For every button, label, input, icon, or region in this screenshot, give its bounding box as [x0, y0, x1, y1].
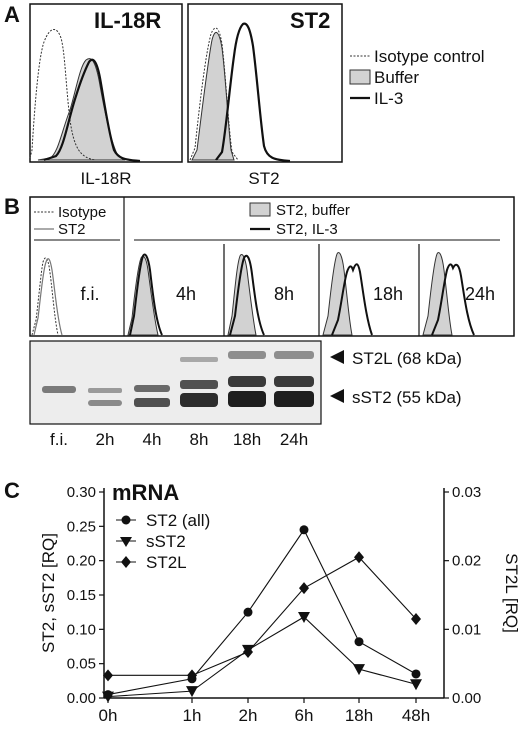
legend-c-st2all-label: ST2 (all) [146, 511, 210, 530]
st2-xlabel: ST2 [248, 169, 279, 188]
y-left-tick-label: 0.20 [67, 553, 96, 570]
lane-label-fi: f.i. [50, 430, 68, 449]
western-blot [29, 340, 322, 425]
y-left-axis-label: ST2, sST2 [RQ] [39, 533, 58, 653]
y-right-tick-label: 0.03 [452, 484, 481, 501]
hist-label-fi: f.i. [80, 284, 99, 304]
legend-il3-label: IL-3 [374, 89, 403, 108]
series-line-st2-all [107, 528, 417, 696]
hist-label-18h: 18h [373, 284, 403, 304]
lane-label-8h: 8h [190, 430, 209, 449]
il18r-title: IL-18R [94, 8, 161, 33]
data-point-st2l [411, 613, 421, 626]
y-left-tick-label: 0.05 [67, 656, 96, 673]
panel-a-letter: A [4, 2, 20, 27]
data-point-st2l [187, 669, 197, 682]
data-point-st2-all [299, 525, 309, 535]
il18r-buffer-fill [37, 58, 126, 161]
data-point-sst2 [353, 664, 365, 676]
panel-c-letter: C [4, 478, 20, 503]
legend-isotype-label: Isotype control [374, 47, 485, 66]
band-st2l-arrow [330, 350, 344, 364]
chart-title: mRNA [112, 480, 179, 505]
hist-18h-buffer [322, 252, 353, 336]
y-left-tick-label: 0.25 [67, 518, 96, 535]
legend-b-isotype-label: Isotype [58, 204, 106, 221]
data-point-st2l [354, 551, 364, 564]
data-point-st2l [299, 582, 309, 595]
data-point-sst2 [298, 611, 310, 623]
hist-label-24h: 24h [465, 284, 495, 304]
data-point-st2l [243, 645, 253, 658]
legend-c-st2l-label: ST2L [146, 553, 187, 572]
legend-c-sst2-marker [120, 537, 132, 547]
legend-b-st2-label: ST2 [58, 221, 86, 238]
y-left-tick-label: 0.10 [67, 621, 96, 638]
band-sst2-label: sST2 (55 kDa) [352, 388, 462, 407]
st2-title: ST2 [290, 8, 330, 33]
x-tick-label: 18h [345, 706, 373, 725]
hist-fi-st2 [33, 258, 63, 336]
st2-il3-curve [215, 22, 291, 163]
legend-b-il3-label: ST2, IL-3 [276, 221, 338, 238]
data-point-st2-all [411, 669, 421, 679]
histogram-st2-frame [187, 3, 343, 163]
hist-label-4h: 4h [176, 284, 196, 304]
series-line-st2l [108, 556, 417, 676]
il18r-isotype-curve [29, 29, 97, 161]
hist-8h-il3 [229, 254, 265, 336]
lane-label-24h: 24h [280, 430, 308, 449]
data-point-sst2 [102, 691, 114, 703]
band-st2l-label: ST2L (68 kDa) [352, 349, 462, 368]
data-point-sst2 [186, 686, 198, 698]
axis-ticks: 0.00 0.05 0.10 0.15 0.20 0.25 0.30 0.00 0.01 0.02… [67, 484, 481, 725]
series-line-sst2 [107, 616, 417, 698]
y-right-axis-label: ST2L [RQ] [502, 553, 520, 633]
hist-fi-isotype [31, 257, 59, 336]
y-left-tick-label: 0.00 [67, 690, 96, 707]
hist-24h-il3 [431, 263, 475, 336]
histogram-il18r-frame [29, 3, 183, 163]
x-tick-label: 2h [239, 706, 258, 725]
lane-label-2h: 2h [96, 430, 115, 449]
lane-label-18h: 18h [233, 430, 261, 449]
legend-c-sst2-label: sST2 [146, 532, 186, 551]
il18r-xlabel: IL-18R [80, 169, 131, 188]
blot-bands [42, 351, 314, 407]
data-point-st2-all [354, 637, 364, 647]
hist-24h-buffer [422, 252, 453, 336]
il18r-il3-curve [43, 58, 141, 163]
y-right-tick-label: 0.01 [452, 621, 481, 638]
hist-4h-buffer [127, 255, 159, 336]
band-sst2-arrow [330, 389, 344, 403]
hist-18h-il3 [331, 263, 373, 336]
hist-4h-il3 [129, 253, 163, 336]
hist-label-8h: 8h [274, 284, 294, 304]
legend-b-buffer-label: ST2, buffer [276, 202, 350, 219]
series-layer [102, 525, 422, 703]
x-tick-label: 0h [99, 706, 118, 725]
legend-b-buffer-swatch [249, 202, 271, 217]
y-right-tick-label: 0.00 [452, 690, 481, 707]
y-right-tick-label: 0.02 [452, 553, 481, 570]
panel-b-histogram-frame [29, 196, 515, 337]
y-left-tick-label: 0.15 [67, 587, 96, 604]
x-tick-label: 6h [295, 706, 314, 725]
legend-buffer-swatch [349, 69, 371, 85]
data-point-st2l [103, 669, 113, 682]
data-point-sst2 [410, 679, 422, 691]
panel-b-letter: B [4, 194, 20, 219]
x-tick-label: 1h [183, 706, 202, 725]
y-left-tick-label: 0.30 [67, 484, 96, 501]
legend-buffer-label: Buffer [374, 68, 419, 87]
lane-label-4h: 4h [143, 430, 162, 449]
st2-buffer-fill [191, 32, 235, 161]
data-point-st2-all [243, 607, 253, 617]
x-tick-label: 48h [402, 706, 430, 725]
